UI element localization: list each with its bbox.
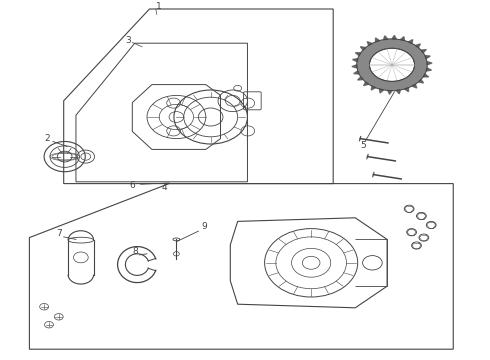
Text: 1: 1 — [156, 2, 162, 11]
Text: 4: 4 — [162, 184, 167, 192]
Polygon shape — [367, 41, 372, 45]
Text: 9: 9 — [201, 222, 207, 231]
Polygon shape — [418, 80, 424, 83]
Text: 3: 3 — [125, 36, 131, 45]
Polygon shape — [384, 36, 388, 40]
Polygon shape — [426, 68, 432, 71]
Polygon shape — [423, 74, 429, 77]
Polygon shape — [408, 40, 413, 44]
Polygon shape — [355, 53, 361, 55]
Polygon shape — [352, 65, 357, 68]
Polygon shape — [427, 62, 432, 65]
Polygon shape — [354, 71, 359, 74]
Polygon shape — [392, 35, 396, 39]
Polygon shape — [421, 50, 426, 53]
Polygon shape — [412, 84, 417, 88]
Polygon shape — [400, 37, 405, 41]
Polygon shape — [375, 38, 379, 42]
Text: 7: 7 — [56, 230, 62, 239]
Polygon shape — [396, 90, 400, 94]
Text: 8: 8 — [132, 248, 138, 256]
Polygon shape — [416, 44, 420, 48]
Polygon shape — [371, 86, 376, 90]
Text: 6: 6 — [130, 180, 136, 189]
Polygon shape — [405, 88, 409, 92]
Polygon shape — [352, 59, 358, 62]
Polygon shape — [379, 89, 384, 93]
Polygon shape — [360, 46, 366, 50]
Polygon shape — [364, 82, 368, 86]
Polygon shape — [388, 90, 392, 94]
Text: 2: 2 — [44, 134, 49, 143]
Polygon shape — [425, 55, 430, 59]
Text: 5: 5 — [360, 141, 366, 150]
Polygon shape — [358, 77, 363, 80]
